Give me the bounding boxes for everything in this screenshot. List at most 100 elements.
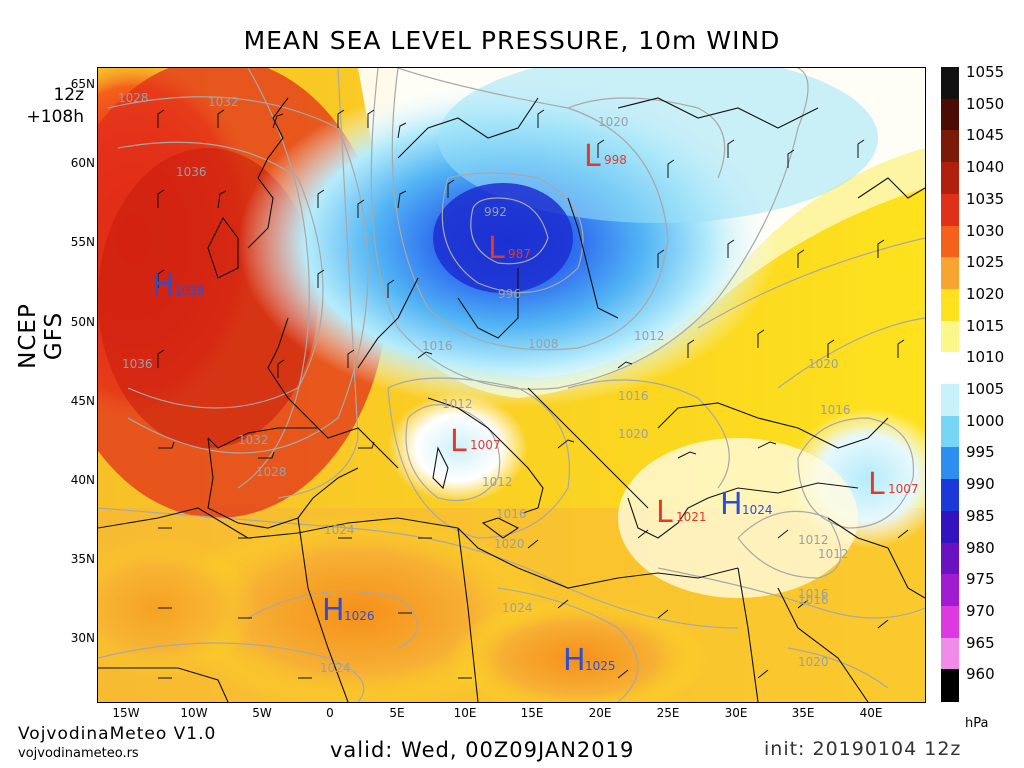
high-value: 1024: [742, 503, 773, 517]
lon-label: 5E: [389, 706, 405, 720]
colorbar-tick-label: 1015: [966, 316, 1005, 335]
colorbar-swatch: [941, 193, 959, 227]
colorbar-tick-label: 975: [966, 570, 995, 589]
isobar-label: 1020: [618, 427, 649, 441]
model-label: NCEP GFS: [15, 303, 67, 369]
colorbar-tick-label: 1040: [966, 158, 1005, 177]
forecast-step: +108h: [26, 107, 84, 127]
colorbar-swatch: [941, 542, 959, 576]
high-value: 1038: [174, 284, 205, 298]
low-center: L 1021: [656, 495, 707, 530]
colorbar-tick-label: 1045: [966, 126, 1005, 145]
low-value: 1021: [676, 510, 707, 524]
isobar-label: 1012: [798, 533, 829, 547]
colorbar-swatch: [941, 574, 959, 607]
run-info: 12z +108h: [12, 84, 84, 128]
low-center: L 987: [488, 231, 531, 266]
lat-label: 55N: [70, 235, 95, 249]
lon-label: 10E: [453, 706, 477, 720]
colorbar-swatch: [941, 320, 959, 354]
colorbar-tick-label: 970: [966, 601, 995, 620]
isobar-label: 1024: [502, 601, 533, 615]
colorbar: [941, 67, 959, 702]
colorbar-swatch: [941, 637, 959, 671]
isobar-label: 996: [498, 287, 521, 301]
lat-label: 50N: [70, 315, 95, 329]
isobar-label: 1024: [324, 523, 355, 537]
lat-label: 60N: [70, 156, 95, 170]
low-marker: L: [488, 231, 505, 266]
isobar-label: 1036: [176, 165, 207, 179]
colorbar-swatch: [941, 352, 959, 385]
isobar-label: 1008: [528, 337, 559, 351]
colorbar-tick-label: 960: [966, 665, 995, 684]
lon-label: 15W: [112, 706, 140, 720]
low-marker: L: [656, 495, 673, 530]
lon-label: 0: [326, 706, 334, 720]
high-marker: H: [720, 487, 743, 522]
low-center: L 998: [584, 139, 627, 174]
brand-url: vojvodinameteo.rs: [18, 746, 139, 761]
lat-label: 40N: [70, 473, 95, 487]
lat-label: 35N: [70, 552, 95, 566]
isobar-label: 1012: [818, 547, 849, 561]
isobar-label: 1020: [798, 655, 829, 669]
high-marker: H: [152, 268, 175, 303]
lat-label: 30N: [70, 631, 95, 645]
low-value: 1007: [470, 438, 501, 452]
isobar-label: 1028: [118, 91, 149, 105]
colorbar-swatch: [941, 384, 959, 417]
low-value: 998: [604, 153, 627, 167]
isobar-label: 1032: [238, 433, 269, 447]
isobar-label: 1012: [442, 397, 473, 411]
colorbar-tick-label: 1025: [966, 253, 1005, 272]
isobar-label: 1016: [422, 339, 453, 353]
isobar-label: 1012: [634, 329, 665, 343]
lon-label: 30E: [724, 706, 748, 720]
isobar-label: 1032: [208, 95, 239, 109]
brand-label: VojvodinaMeteo V1.0: [18, 724, 217, 744]
colorbar-swatch: [941, 130, 959, 164]
colorbar-swatch: [941, 67, 959, 100]
colorbar-unit: hPa: [965, 716, 989, 731]
colorbar-tick-label: 1020: [966, 284, 1005, 303]
lon-label: 20E: [588, 706, 612, 720]
isobar-label: 1012: [482, 475, 513, 489]
high-center: H 1026: [322, 593, 375, 628]
isobar-label: 992: [484, 205, 507, 219]
colorbar-swatch: [941, 415, 959, 449]
isobar-label: 1016: [618, 389, 649, 403]
colorbar-swatch: [941, 447, 959, 481]
colorbar-tick-label: 985: [966, 506, 995, 525]
isobar-label: 1016: [798, 593, 829, 607]
colorbar-tick-label: 965: [966, 633, 995, 652]
high-center: H 1024: [720, 487, 773, 522]
low-marker: L: [450, 424, 467, 459]
isobar-label: 1024: [320, 661, 351, 675]
isobar-label: 1016: [496, 507, 527, 521]
colorbar-tick-label: 1000: [966, 411, 1005, 430]
init-time: init: 20190104 12z: [764, 738, 962, 760]
high-value: 1025: [585, 659, 616, 673]
high-marker: H: [322, 593, 345, 628]
high-center: H 1025: [563, 643, 616, 678]
lon-label: 40E: [859, 706, 883, 720]
lat-label: 45N: [70, 394, 95, 408]
colorbar-tick-label: 1055: [966, 63, 1005, 81]
colorbar-swatch: [941, 510, 959, 544]
isobar-label: 1036: [122, 357, 153, 371]
high-marker: H: [563, 643, 586, 678]
lon-label: 35E: [791, 706, 815, 720]
colorbar-swatch: [941, 225, 959, 259]
colorbar-swatch: [941, 479, 959, 512]
colorbar-swatch: [941, 669, 959, 702]
lon-label: 25E: [656, 706, 680, 720]
lon-label: 5W: [252, 706, 272, 720]
chart-title: MEAN SEA LEVEL PRESSURE, 10m WIND: [243, 26, 781, 55]
colorbar-swatch: [941, 257, 959, 290]
low-center: L 1007: [450, 424, 501, 459]
isobar-label: 1020: [494, 537, 525, 551]
pressure-map[interactable]: 1028 1032 1036 1036 1032 1028 1020 992 9…: [97, 67, 926, 703]
isobar-label: 1016: [820, 403, 851, 417]
isobar-label: 1020: [598, 115, 629, 129]
